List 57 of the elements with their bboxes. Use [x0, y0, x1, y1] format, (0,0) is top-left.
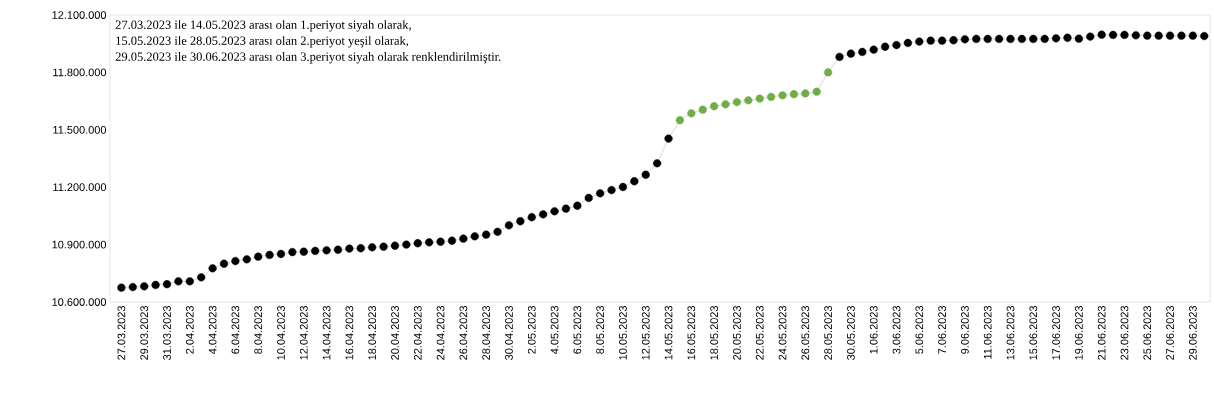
x-tick-label: 14.05.2023 — [664, 306, 673, 360]
x-tick-label: 26.04.2023 — [459, 306, 468, 360]
x-tick-label: 4.05.2023 — [550, 306, 559, 355]
x-tick-label: 16.04.2023 — [345, 306, 354, 360]
x-tick-label: 1.06.2023 — [869, 306, 878, 354]
x-tick-label: 24.05.2023 — [778, 306, 787, 360]
x-tick-label: 6.05.2023 — [573, 306, 582, 354]
x-tick-label: 3.06.2023 — [892, 306, 901, 354]
annotation: 27.03.2023 ile 14.05.2023 arası olan 1.periyot siyah olarak, — [115, 20, 411, 32]
x-tick-label: 15.06.2023 — [1029, 306, 1038, 360]
x-tick-label: 2.05.2023 — [527, 306, 536, 354]
x-tick-label: 10.04.2023 — [277, 306, 285, 360]
x-tick-label: 17.06.2023 — [1052, 306, 1060, 360]
x-tick-label: 19.06.2023 — [1075, 306, 1083, 360]
x-tick-label: 4.04.2023 — [208, 306, 217, 355]
x-tick-label: 2.04.2023 — [185, 306, 194, 354]
y-tick-label: 11.500.000 — [53, 125, 107, 134]
x-tick-label: 28.04.2023 — [482, 306, 491, 360]
x-tick-label: 18.04.2023 — [368, 306, 377, 360]
x-tick-label: 27.03.2023 — [117, 306, 126, 360]
x-tick-label: 7.06.2023 — [938, 306, 946, 354]
y-tick-label: 12.100.000 — [52, 11, 107, 19]
x-tick-label: 28.05.2023 — [824, 306, 832, 360]
x-tick-label: 22.04.2023 — [413, 306, 422, 360]
x-tick-label: 20.05.2023 — [733, 306, 741, 360]
annotation: 15.05.2023 ile 28.05.2023 arası olan 2.periyot yeşil olarak, — [116, 36, 409, 48]
x-tick-label: 20.04.2023 — [391, 306, 399, 360]
y-tick-label: 10.600.000 — [52, 298, 107, 306]
x-tick-label: 29.03.2023 — [140, 306, 149, 360]
x-tick-label: 21.06.2023 — [1097, 306, 1106, 360]
x-tick-label: 30.05.2023 — [847, 306, 855, 360]
x-tick-label: 5.06.2023 — [915, 306, 924, 354]
x-tick-label: 8.05.2023 — [596, 306, 605, 354]
x-tick-label: 6.04.2023 — [231, 306, 240, 354]
x-tick-label: 9.06.2023 — [961, 306, 969, 354]
y-tick-label: 10.900.000 — [52, 240, 107, 249]
x-tick-label: 27.06.2023 — [1166, 306, 1174, 360]
x-tick-label: 13.06.2023 — [1006, 306, 1015, 360]
x-tick-label: 16.05.2023 — [687, 306, 696, 360]
x-tick-label: 22.05.2023 — [755, 306, 764, 360]
y-tick-label: 11.200.000 — [53, 183, 107, 192]
x-tick-label: 25.06.2023 — [1143, 306, 1152, 360]
x-tick-label: 18.05.2023 — [710, 306, 718, 360]
x-tick-label: 24.04.2023 — [436, 306, 445, 360]
x-tick-label: 23.06.2023 — [1120, 306, 1129, 360]
x-tick-label: 12.05.2023 — [641, 306, 650, 360]
x-tick-label: 29.06.2023 — [1188, 306, 1197, 360]
x-tick-label: 10.05.2023 — [619, 306, 627, 360]
x-tick-label: 31.03.2023 — [163, 306, 171, 360]
x-tick-label: 12.04.2023 — [299, 306, 308, 360]
y-tick-label: 11.800.000 — [53, 68, 107, 77]
x-tick-label: 8.04.2023 — [254, 306, 263, 354]
x-tick-label: 30.04.2023 — [505, 306, 513, 360]
x-tick-label: 14.04.2023 — [322, 306, 331, 360]
annotation: 29.05.2023 ile 30.06.2023 arası olan 3.periyot siyah olarak renklendirilmiştir. — [115, 52, 501, 64]
x-tick-label: 26.05.2023 — [801, 306, 810, 360]
x-tick-label: 11.06.2023 — [983, 306, 992, 359]
